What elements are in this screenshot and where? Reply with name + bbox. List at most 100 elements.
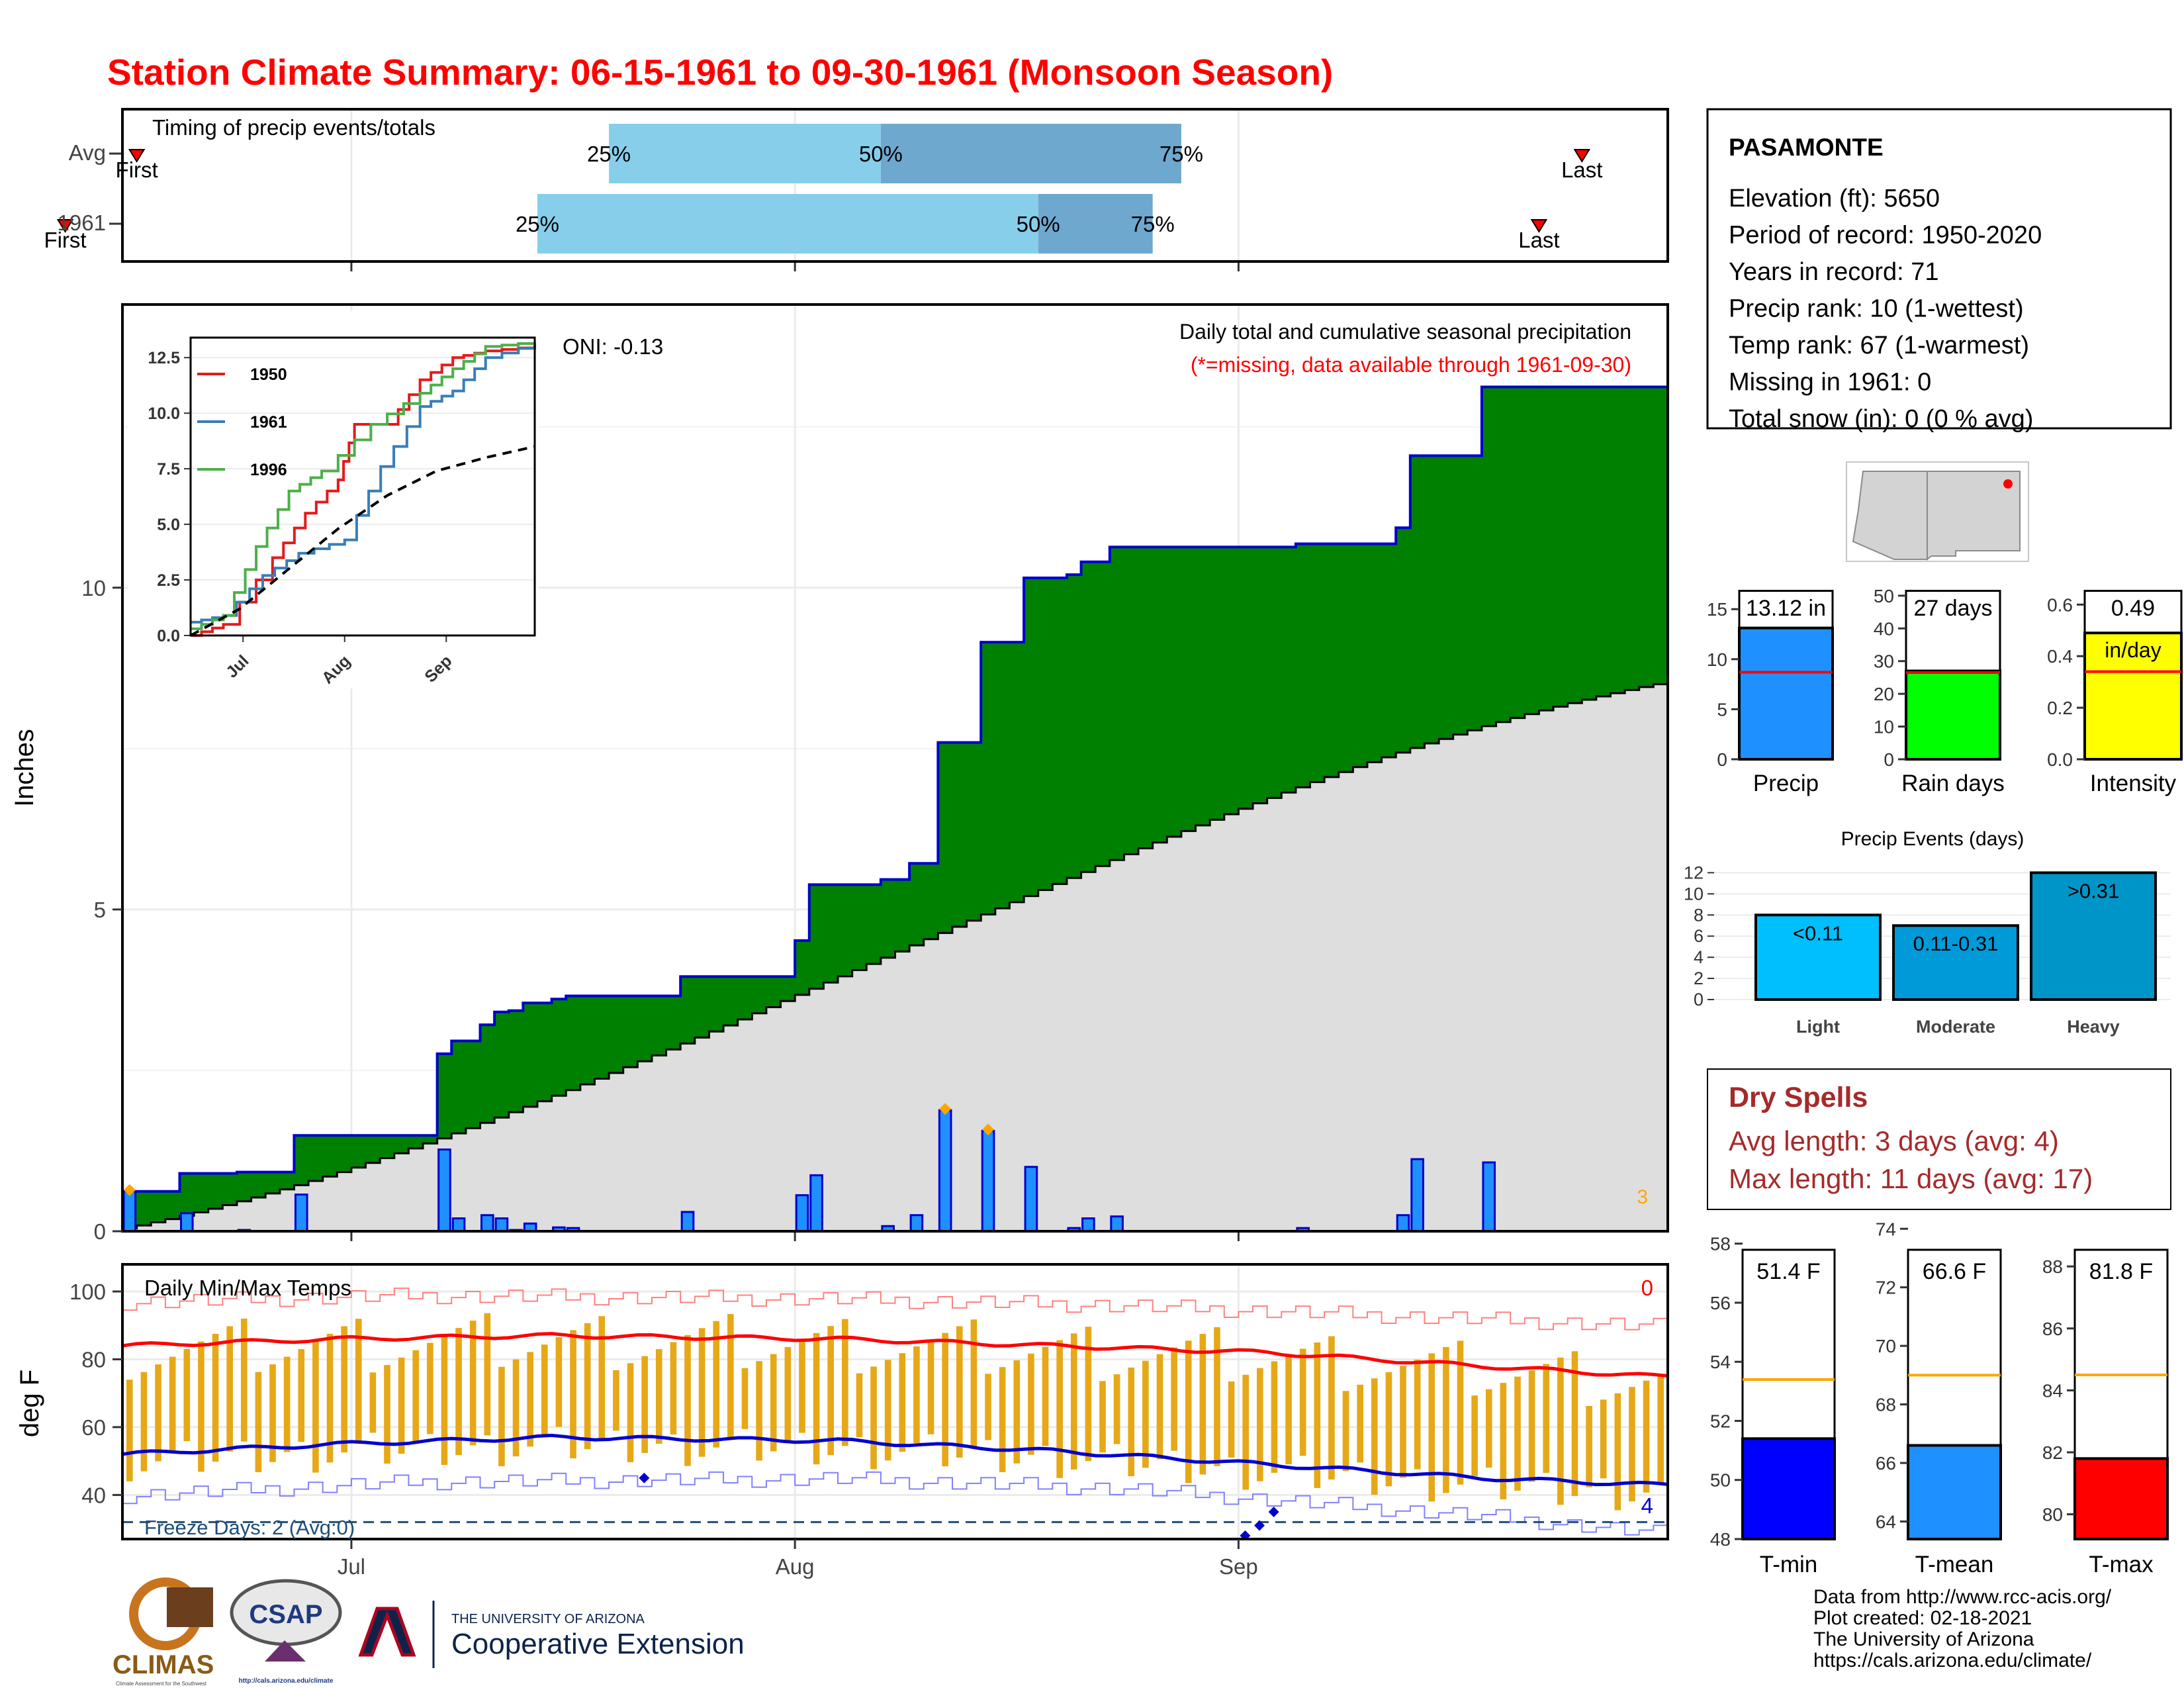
daily-temp-range-bar — [1214, 1327, 1220, 1466]
daily-temp-range-bar — [598, 1316, 606, 1440]
precip-panel: 0 5 10 Inches Daily total and cumulative s… — [10, 303, 1669, 1244]
summary-bar-charts: 0 5 10 15 13.12 in Precip 0 10 20 30 40 50 27 days Ra… — [1707, 586, 2183, 796]
climas-subtitle: Climate Assessment for the Southwest — [116, 1681, 207, 1687]
daily-temp-range-bar — [1557, 1357, 1564, 1505]
station-info-line: Period of record: 1950-2020 — [1729, 222, 2042, 250]
footer-line: The University of Arizona — [1813, 1628, 2034, 1650]
events-category-label: Light — [1796, 1017, 1840, 1037]
climas-logo: CLIMAS Climate Assessment for the Southw… — [113, 1577, 214, 1687]
timing-last-marker — [1573, 149, 1591, 163]
daily-temp-range-bar — [212, 1334, 219, 1462]
summary-bar-label: Precip — [1753, 771, 1819, 796]
temp-summary-tick-label: 50 — [1710, 1470, 1731, 1491]
daily-temp-range-bar — [1471, 1395, 1478, 1476]
csap-url: http://cals.arizona.edu/climate — [239, 1677, 334, 1685]
daily-temp-range-bar — [827, 1326, 835, 1456]
station-info-line: Years in record: 71 — [1729, 258, 1939, 286]
daily-temp-range-bar — [584, 1323, 591, 1450]
temp-y-tick-label: 40 — [81, 1483, 106, 1507]
inset-legend-label: 1950 — [250, 365, 287, 384]
average-tmin-line — [122, 1433, 1668, 1487]
summary-bar-tick-label: 0.6 — [2047, 594, 2073, 615]
temp-summary-tick-label: 80 — [2042, 1505, 2063, 1525]
daily-temp-range-bar — [255, 1372, 262, 1472]
timing-row-label-1961: 1961 — [58, 211, 106, 235]
summary-bar-label: Intensity — [2090, 771, 2177, 796]
daily-precip-bar — [1110, 1215, 1124, 1231]
daily-temp-range-bar — [1314, 1342, 1321, 1488]
daily-precip-bar — [294, 1194, 308, 1231]
summary-bar-tick-label: 15 — [1707, 599, 1727, 620]
footer-line: https://cals.arizona.edu/climate/ — [1813, 1650, 2092, 1671]
daily-precip-bar — [938, 1109, 952, 1231]
daily-precip-bar — [1067, 1227, 1081, 1231]
average-cumulative-line — [122, 683, 1668, 1230]
daily-temp-range-bar — [1013, 1360, 1021, 1464]
daily-temp-range-bar — [1614, 1393, 1621, 1511]
station-info-line: Temp rank: 67 (1-warmest) — [1729, 332, 2029, 359]
dry-spells-frame — [1707, 1068, 2171, 1210]
daily-temp-range-bar — [799, 1340, 805, 1433]
timing-q25-label: 25% — [587, 142, 631, 166]
csap-wordmark: CSAP — [249, 1600, 322, 1629]
daily-temp-range-bar — [341, 1326, 347, 1453]
temp-summary-bar-t-max — [2073, 1457, 2169, 1540]
daily-temp-range-bar — [427, 1342, 433, 1434]
daily-temp-range-bar — [369, 1372, 377, 1433]
temp-summary-value: 51.4 F — [1756, 1259, 1820, 1284]
daily-temp-range-bar — [1657, 1374, 1664, 1484]
cold-day-marker — [1254, 1520, 1265, 1531]
events-bar-moderate — [1892, 924, 2019, 1002]
footer: CLIMAS Climate Assessment for the Southw… — [113, 1577, 2112, 1687]
station-info-line: Missing in 1961: 0 — [1729, 369, 1931, 397]
daily-temp-range-bar — [1242, 1374, 1250, 1490]
precip-corner-count: 3 — [1637, 1186, 1648, 1208]
temp-y-tick-label: 60 — [81, 1415, 106, 1440]
ua-small-text: THE UNIVERSITY OF ARIZONA — [451, 1612, 645, 1626]
daily-temp-range-bar — [698, 1328, 705, 1457]
events-bar-value-label: >0.31 — [2068, 879, 2119, 902]
precip-y-label: Inches — [10, 729, 39, 807]
page-title: Station Climate Summary: 06-15-1961 to 0… — [107, 52, 1333, 93]
temp-x-tick-label: Sep — [1219, 1554, 1258, 1579]
csap-logo: CSAP http://cals.arizona.edu/climate — [230, 1579, 342, 1685]
summary-bar-tick-label: 10 — [1707, 649, 1727, 670]
dry-spells-max-length: Max length: 11 days (avg: 17) — [1729, 1163, 2093, 1194]
daily-temp-range-bar — [541, 1344, 548, 1437]
daily-precip-bar — [1396, 1214, 1410, 1231]
temp-frame — [121, 1263, 1669, 1540]
climas-mountain-icon — [167, 1587, 213, 1627]
timing-bar-q50-q75 — [1038, 194, 1153, 254]
inset-y-tick-label: 2.5 — [157, 571, 180, 590]
events-y-tick-label: 4 — [1694, 947, 1704, 967]
summary-bar-tick-label: 10 — [1874, 717, 1894, 737]
station-info-line: Elevation (ft): 5650 — [1729, 185, 1940, 212]
daily-temp-range-bar — [684, 1335, 691, 1466]
daily-temp-range-bar — [512, 1359, 520, 1457]
temp-summary-tick-label: 88 — [2042, 1256, 2063, 1277]
temp-background — [122, 1264, 1668, 1539]
daily-temp-range-bar — [1228, 1381, 1235, 1458]
cumulative-surplus-fill — [122, 387, 1668, 1229]
summary-bar-tick-label: 30 — [1874, 651, 1894, 672]
daily-temp-range-bar — [1056, 1340, 1063, 1478]
temp-summary-tick-label: 56 — [1710, 1293, 1731, 1313]
temp-summary-tick-label: 68 — [1876, 1395, 1896, 1415]
daily-precip-bar — [1024, 1166, 1038, 1231]
cold-day-marker — [1240, 1530, 1251, 1539]
daily-temp-range-bar — [727, 1314, 734, 1438]
events-y-tick-label: 10 — [1684, 884, 1704, 904]
inset-series-1996 — [191, 342, 536, 630]
daily-temp-range-bar — [298, 1349, 305, 1442]
daily-temp-range-bar — [956, 1326, 963, 1458]
daily-precip-bar — [1296, 1227, 1310, 1231]
inset-y-tick-label: 0.0 — [157, 627, 180, 645]
inset-legend-label: 1961 — [250, 413, 287, 432]
daily-temp-range-bar — [1199, 1334, 1206, 1475]
inset-background — [128, 311, 538, 688]
summary-bar-tick-label: 0.2 — [2047, 698, 2073, 718]
summary-bar-tick-label: 0 — [1717, 749, 1727, 770]
temp-summary-tick-label: 66 — [1876, 1453, 1896, 1474]
daily-temp-range-bar — [1586, 1405, 1592, 1487]
